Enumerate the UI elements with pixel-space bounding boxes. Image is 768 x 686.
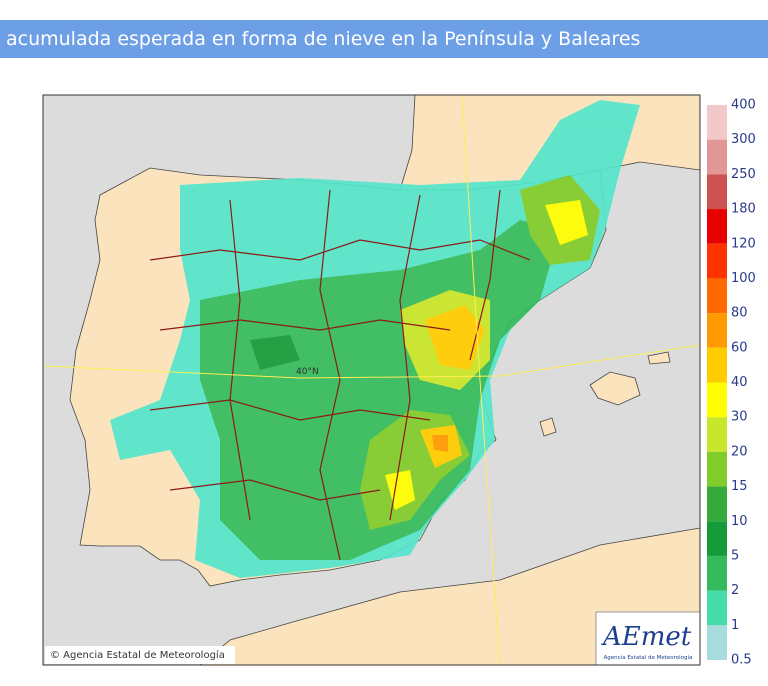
header-title: acumulada esperada en forma de nieve en … [0, 20, 768, 58]
legend-swatch [707, 417, 727, 452]
legend: 400 300 250 180 120 100 80 60 40 30 20 15 10 5 2 1 0.5 [707, 98, 756, 668]
map-frame [42, 94, 701, 666]
legend-swatch [707, 486, 727, 522]
parallel [43, 344, 700, 379]
legend-label: 60 [731, 340, 748, 355]
legend-swatch [707, 555, 727, 591]
latitude-label: 40°N [296, 367, 319, 377]
legend-label: 1 [731, 618, 739, 633]
legend-label: 30 [731, 410, 748, 425]
legend-swatch [707, 313, 727, 348]
copyright-box [45, 646, 235, 664]
legend-label: 180 [731, 202, 756, 217]
menorca [647, 351, 671, 365]
legend-label: 2 [731, 583, 739, 598]
legend-swatch [707, 105, 727, 140]
legend-swatch [707, 139, 727, 175]
legend-swatch [707, 347, 727, 383]
map: 40°N © Agencia Estatal de Meteorología A… [43, 95, 700, 665]
legend-label: 5 [731, 548, 739, 563]
legend-label: 15 [731, 479, 748, 494]
snow-field [110, 100, 640, 578]
copyright: © Agencia Estatal de Meteorología [50, 649, 225, 661]
ibiza [539, 417, 557, 437]
legend-swatch [707, 243, 727, 279]
legend-label: 120 [731, 236, 756, 251]
legend-swatch [707, 521, 727, 556]
legend-label: 250 [731, 167, 756, 182]
legend-swatch [707, 451, 727, 487]
legend-label: 400 [731, 98, 756, 113]
legend-swatch [707, 209, 727, 244]
legend-swatch [707, 625, 727, 660]
legend-label: 10 [731, 514, 748, 529]
legend-label: 40 [731, 375, 748, 390]
legend-swatch [707, 590, 727, 626]
legend-label: 100 [731, 271, 756, 286]
legend-label: 300 [731, 132, 756, 147]
province-borders [149, 189, 531, 561]
legend-swatch [707, 174, 727, 210]
africa [199, 527, 700, 665]
mallorca [589, 371, 641, 406]
legend-label: 80 [731, 306, 748, 321]
legend-label: 20 [731, 444, 748, 459]
logo-subtitle: Agencia Estatal de Meteorología [604, 654, 693, 661]
legend-label: 0.5 [731, 653, 752, 668]
logo: AEmet [601, 622, 692, 652]
legend-swatch [707, 382, 727, 418]
legend-swatch [707, 278, 727, 314]
meridian [461, 95, 501, 665]
logo-box [595, 611, 700, 665]
